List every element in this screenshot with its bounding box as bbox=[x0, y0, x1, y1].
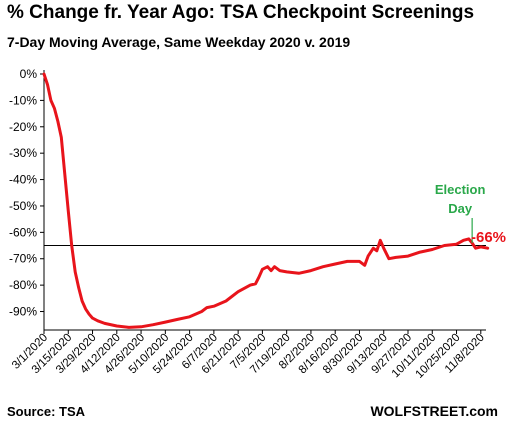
series-line bbox=[42, 72, 490, 329]
y-tick-label: -70% bbox=[9, 252, 37, 266]
y-tick-label: -10% bbox=[9, 93, 37, 107]
chart-title: % Change fr. Year Ago: TSA Checkpoint Sc… bbox=[7, 2, 475, 23]
y-tick-label: -60% bbox=[9, 225, 37, 239]
chart-subtitle: 7-Day Moving Average, Same Weekday 2020 … bbox=[7, 34, 351, 50]
brand-label: WOLFSTREET.com bbox=[370, 403, 498, 419]
y-tick-label: -40% bbox=[9, 173, 37, 187]
election-day-annotation: Day bbox=[448, 201, 473, 216]
election-day-annotation: Election bbox=[435, 182, 486, 197]
y-tick-label: 0% bbox=[20, 67, 38, 81]
y-tick-label: -50% bbox=[9, 199, 37, 213]
y-tick-label: -20% bbox=[9, 120, 37, 134]
y-tick-label: -30% bbox=[9, 146, 37, 160]
latest-value-label: -66% bbox=[471, 229, 506, 246]
y-tick-label: -90% bbox=[9, 305, 37, 319]
y-tick-label: -80% bbox=[9, 278, 37, 292]
source-note: Source: TSA bbox=[7, 404, 86, 419]
